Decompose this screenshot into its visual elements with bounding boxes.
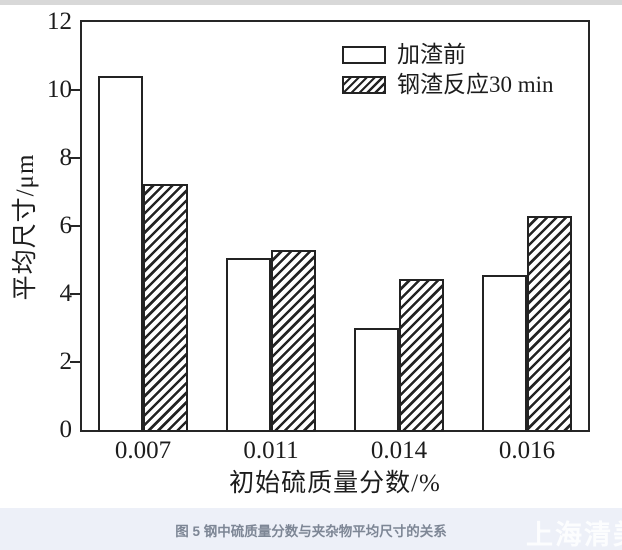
x-tick-label-0.011: 0.011 bbox=[243, 437, 299, 464]
bar-hatched-0.014 bbox=[399, 279, 444, 432]
x-tick-label-0.007: 0.007 bbox=[114, 437, 172, 464]
y-tick-mark-8 bbox=[70, 157, 80, 159]
y-tick-mark-6 bbox=[70, 225, 80, 227]
x-tick-label-0.016: 0.016 bbox=[498, 437, 556, 464]
y-tick-mark-2 bbox=[70, 361, 80, 363]
legend-label-1: 钢渣反应30 min bbox=[397, 72, 554, 97]
caption-strip: 图 5 钢中硫质量分数与夹杂物平均尺寸的关系 上海清美 bbox=[0, 508, 622, 550]
watermark-text: 上海清美 bbox=[526, 520, 622, 550]
legend-item-1: 钢渣反应30 min bbox=[342, 72, 554, 97]
bar-hatched-0.011 bbox=[271, 250, 316, 432]
bar-plain-0.014 bbox=[354, 328, 399, 432]
y-tick-label-6: 6 bbox=[59, 212, 73, 239]
legend-swatch-plain bbox=[342, 45, 386, 64]
y-tick-label-2: 2 bbox=[59, 348, 73, 375]
y-tick-mark-4 bbox=[70, 293, 80, 295]
y-tick-label-0: 0 bbox=[59, 416, 73, 443]
legend-item-0: 加渣前 bbox=[342, 42, 554, 67]
x-axis-title: 初始硫质量分数/% bbox=[229, 470, 441, 497]
y-tick-label-10: 10 bbox=[47, 76, 72, 103]
bar-plain-0.011 bbox=[226, 258, 271, 432]
legend: 加渣前钢渣反应30 min bbox=[342, 42, 554, 102]
figure-caption: 图 5 钢中硫质量分数与夹杂物平均尺寸的关系 bbox=[175, 524, 447, 539]
y-tick-mark-10 bbox=[70, 89, 80, 91]
legend-swatch-hatched bbox=[342, 75, 386, 94]
y-tick-label-8: 8 bbox=[59, 144, 73, 171]
y-tick-label-4: 4 bbox=[59, 280, 73, 307]
top-border-strip bbox=[0, 0, 622, 5]
bar-plain-0.007 bbox=[98, 76, 143, 432]
x-tick-label-0.014: 0.014 bbox=[370, 437, 428, 464]
legend-label-0: 加渣前 bbox=[397, 42, 466, 67]
y-tick-label-12: 12 bbox=[47, 8, 72, 35]
plot-area: 加渣前钢渣反应30 min bbox=[80, 20, 590, 432]
bar-hatched-0.007 bbox=[143, 184, 188, 432]
bar-plain-0.016 bbox=[482, 275, 527, 432]
bar-hatched-0.016 bbox=[527, 216, 572, 432]
